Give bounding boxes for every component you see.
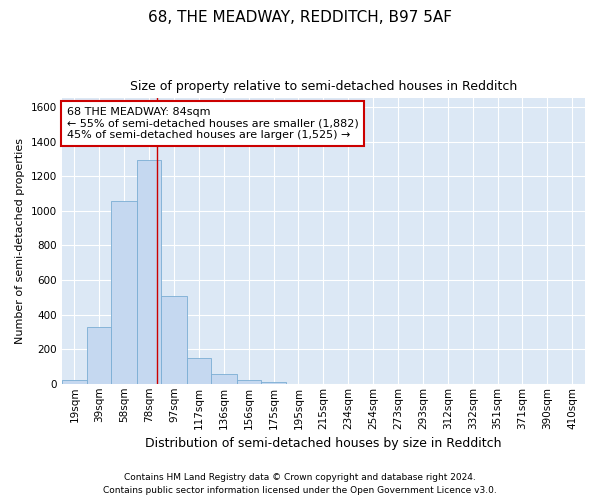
Bar <box>161 296 187 384</box>
Bar <box>236 380 261 384</box>
Title: Size of property relative to semi-detached houses in Redditch: Size of property relative to semi-detach… <box>130 80 517 93</box>
Bar <box>187 358 211 384</box>
Bar <box>137 160 161 384</box>
Bar <box>87 326 112 384</box>
Bar <box>62 380 87 384</box>
Text: 68, THE MEADWAY, REDDITCH, B97 5AF: 68, THE MEADWAY, REDDITCH, B97 5AF <box>148 10 452 25</box>
Bar <box>211 374 236 384</box>
Bar <box>112 202 137 384</box>
Bar <box>261 382 286 384</box>
X-axis label: Distribution of semi-detached houses by size in Redditch: Distribution of semi-detached houses by … <box>145 437 502 450</box>
Text: 68 THE MEADWAY: 84sqm
← 55% of semi-detached houses are smaller (1,882)
45% of s: 68 THE MEADWAY: 84sqm ← 55% of semi-deta… <box>67 107 359 140</box>
Y-axis label: Number of semi-detached properties: Number of semi-detached properties <box>15 138 25 344</box>
Text: Contains HM Land Registry data © Crown copyright and database right 2024.
Contai: Contains HM Land Registry data © Crown c… <box>103 474 497 495</box>
